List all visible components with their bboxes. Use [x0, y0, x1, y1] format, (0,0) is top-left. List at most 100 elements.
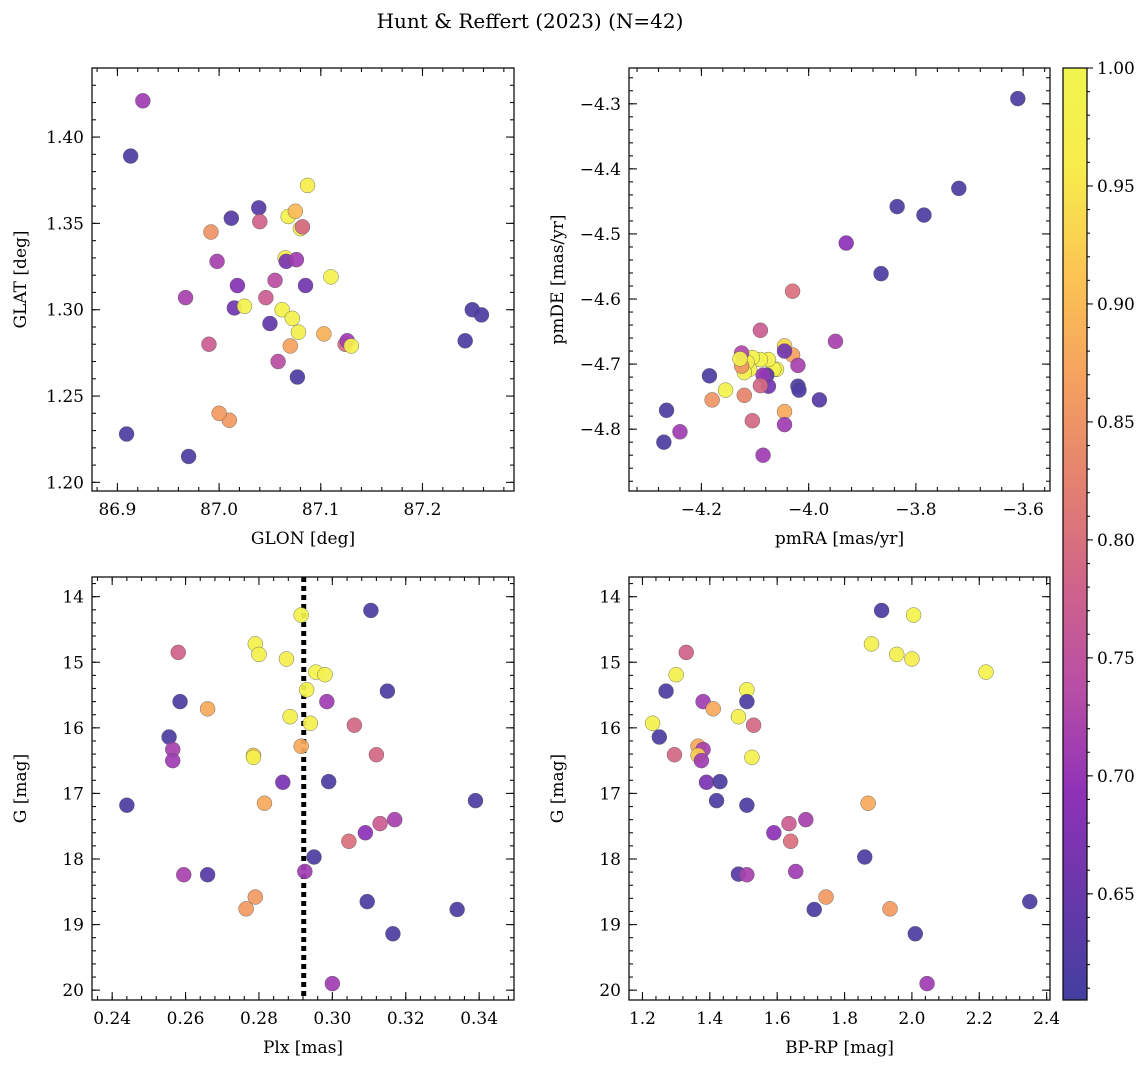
- data-point: [776, 343, 793, 359]
- data-point: [449, 901, 465, 918]
- y-tick-label: 14: [62, 588, 84, 608]
- data-point: [165, 752, 181, 769]
- x-tick-label: 1.6: [764, 1009, 791, 1029]
- data-point: [298, 682, 315, 698]
- data-point: [359, 893, 375, 910]
- y-tick-label: 19: [599, 916, 621, 936]
- data-point: [387, 811, 403, 828]
- data-point: [889, 198, 905, 215]
- x-tick-label: 0.26: [167, 1009, 205, 1029]
- x-tick-label: 1.2: [629, 1009, 656, 1029]
- y-tick-label: −4.4: [580, 160, 621, 180]
- scatter-panel-1: 86.9 87.0 87.1 87.2 1.20 1.25 1.30 1.35 1.40 GLON…: [11, 67, 515, 549]
- data-point: [905, 607, 922, 623]
- y-tick-label: 20: [599, 981, 621, 1001]
- y-tick-label: 19: [62, 916, 84, 936]
- data-point: [784, 283, 801, 299]
- x-tick-label: −3.8: [895, 500, 936, 520]
- colorbar-tick-label: 0.65: [1097, 885, 1135, 905]
- data-point: [247, 889, 263, 905]
- data-point: [275, 774, 291, 790]
- data-point: [262, 315, 278, 332]
- data-point: [730, 708, 747, 725]
- y-axis-label: pmDE [mas/yr]: [548, 214, 568, 344]
- scatter-panel-3: 0.24 0.26 0.28 0.30 0.32 0.34 14 15 16 17 18 19 20 Pl…: [11, 576, 515, 1058]
- data-point: [693, 752, 710, 769]
- data-point: [177, 289, 194, 306]
- data-point: [919, 975, 935, 992]
- y-axis-label: G [mag]: [11, 754, 31, 823]
- data-point: [708, 792, 725, 809]
- data-point: [316, 326, 332, 342]
- x-tick-label: 1.4: [696, 1009, 723, 1029]
- colorbar-tick-label: 0.95: [1097, 177, 1135, 197]
- y-tick-label: 1.25: [46, 387, 84, 407]
- colorbar-tick-label: 0.70: [1097, 767, 1135, 787]
- axes-frame: [91, 67, 515, 492]
- data-point: [343, 338, 360, 354]
- data-point: [907, 926, 923, 942]
- data-point: [717, 382, 734, 398]
- y-tick-label: −4.5: [580, 225, 621, 245]
- data-point: [857, 849, 873, 865]
- data-point: [293, 607, 309, 623]
- y-tick-label: 20: [62, 981, 84, 1001]
- x-tick-label: 87.1: [302, 500, 340, 520]
- data-point: [860, 795, 876, 811]
- y-tick-label: 18: [62, 850, 84, 870]
- data-point: [811, 392, 828, 408]
- data-point: [889, 646, 905, 663]
- data-point: [299, 177, 316, 194]
- data-point: [766, 825, 782, 841]
- x-axis-label: Plx [mas]: [263, 1038, 343, 1058]
- data-point: [457, 333, 473, 349]
- data-point: [306, 849, 322, 865]
- x-tick-label: −4.2: [681, 500, 722, 520]
- data-point: [180, 448, 197, 465]
- data-point: [302, 715, 319, 731]
- data-point: [363, 602, 379, 619]
- data-point: [229, 277, 246, 294]
- data-point: [739, 797, 755, 813]
- data-point: [258, 289, 274, 306]
- data-point: [827, 333, 844, 350]
- data-point: [644, 715, 661, 731]
- data-point: [781, 815, 797, 832]
- data-point: [739, 693, 755, 710]
- y-tick-label: 16: [599, 719, 621, 739]
- y-tick-label: −4.6: [580, 290, 621, 310]
- data-point: [798, 811, 814, 828]
- data-point: [201, 336, 217, 352]
- x-tick-label: 1.8: [831, 1009, 858, 1029]
- data-point: [211, 405, 227, 422]
- y-axis-label: G [mag]: [548, 754, 568, 823]
- x-tick-label: 87.0: [200, 500, 238, 520]
- y-tick-label: 1.40: [46, 128, 84, 148]
- y-tick-label: 17: [62, 784, 84, 804]
- x-tick-label: 0.30: [313, 1009, 351, 1029]
- y-tick-label: −4.7: [580, 355, 621, 375]
- y-tick-label: 1.30: [46, 301, 84, 321]
- data-point: [278, 651, 295, 667]
- data-point: [118, 426, 135, 442]
- data-point: [288, 251, 305, 268]
- axes-frame: [628, 67, 1051, 492]
- data-point: [323, 269, 339, 285]
- data-point: [672, 424, 688, 440]
- data-point: [818, 889, 834, 905]
- data-point: [290, 324, 307, 340]
- data-point: [698, 774, 715, 790]
- data-point: [245, 749, 262, 766]
- data-point: [289, 369, 306, 385]
- data-point: [256, 795, 273, 811]
- data-point: [806, 901, 822, 918]
- data-point: [668, 667, 684, 683]
- data-point: [978, 664, 994, 680]
- axes-frame: [628, 576, 1051, 1001]
- x-tick-label: 86.9: [98, 500, 136, 520]
- data-point: [287, 203, 304, 220]
- x-tick-label: 2.4: [1033, 1009, 1060, 1029]
- data-point: [346, 717, 363, 733]
- scatter-panel-4: 1.2 1.4 1.6 1.8 2.0 2.2 2.4 14 15 16 17 18 19 20 BP-RP…: [548, 576, 1060, 1058]
- data-point: [199, 867, 216, 883]
